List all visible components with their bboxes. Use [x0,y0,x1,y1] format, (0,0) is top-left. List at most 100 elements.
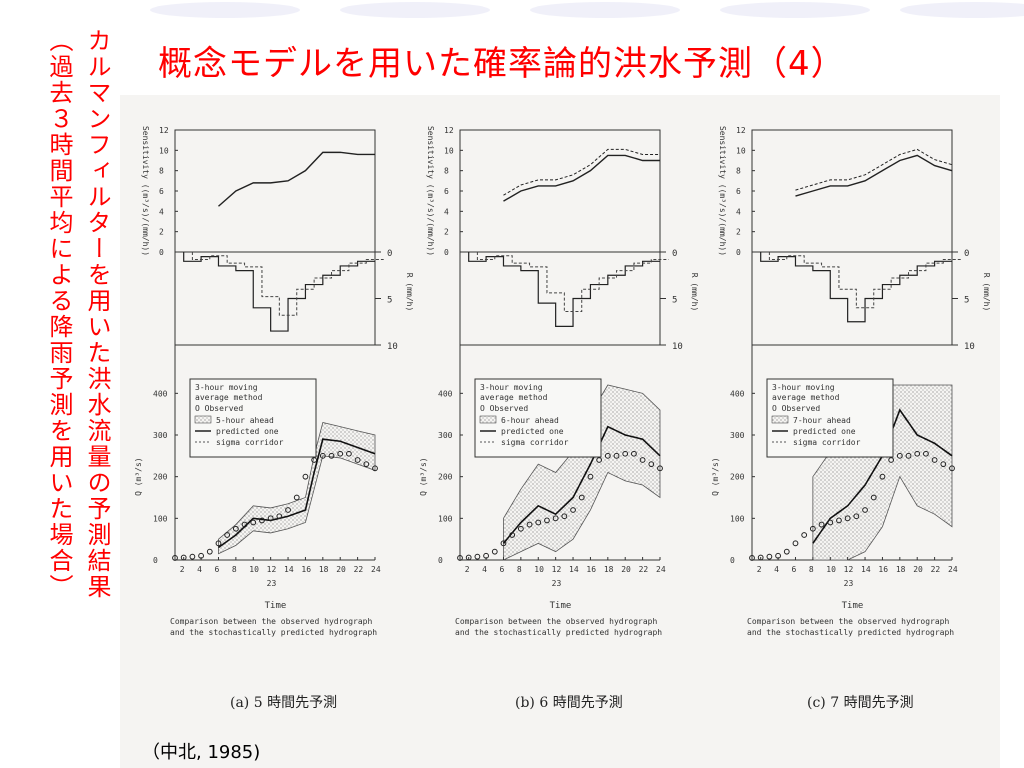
panel-1-sens-tick: 2 [444,228,449,237]
panel-1-caption-line2: and the stochastically predicted hydrogr… [455,628,662,637]
panel-1-x-tick: 14 [569,565,579,574]
panel-2-observed-point [923,450,929,457]
citation: （中北, 1985) [142,742,261,763]
panel-1-discharge-label: Q (m³/s) [419,457,428,496]
panel-0-rainfall-steps [183,252,375,332]
panel-0-observed-point [267,515,274,522]
panel-0-x-tick: 4 [197,565,202,574]
panel-1-observed-point [657,465,663,472]
panel-2-legend-swatch-ahead [771,415,789,424]
panel-1-predicted-line [502,425,661,544]
panel-1-sensitivity-frame [459,129,661,253]
panel-1-date-label: 23 [552,579,562,588]
panel-0-discharge-label: Q (m³/s) [134,457,143,496]
panel-1-observed-point [474,553,481,560]
panel-2-sens-tick: 8 [736,167,741,176]
panel-0-q-tick: 0 [153,556,158,565]
panel-2-discharge-label: Q (m³/s) [711,457,720,496]
panel-0-observed-point [337,450,344,457]
panel-2-observed-point [862,507,868,513]
panel-2-observed-point [801,532,808,538]
panel-0-sens-tick: 4 [159,207,164,216]
panel-1-observed-point [509,532,516,538]
panel-2-legend-sigma: sigma corridor [793,438,861,447]
panel-2-q-tick: 0 [730,556,735,565]
panel-2-observed-point [792,540,799,547]
panel-1-legend-sigma: sigma corridor [501,438,569,447]
panel-2-x-tick: 2 [757,565,762,574]
panel-0-legend-observed: O Observed [195,404,243,413]
panel-1-legend-method1: 3-hour moving [480,383,543,392]
panel-1-x-tick: 8 [517,565,522,574]
panel-2-group: (c) 7 時間先予測 [749,129,961,711]
panel-2-x-tick: 4 [774,565,779,574]
header-decoration [0,0,1024,26]
panel-1-q-tick: 200 [438,473,453,482]
panel-0-legend-swatch-ahead [194,415,212,424]
panel-1-x-tick: 12 [552,565,562,574]
panel-2-observed-point [809,525,816,532]
panel-1-x-tick: 24 [656,565,666,574]
panel-1-legend-method2: average method [480,393,548,402]
panel-1-observed-point [570,507,576,513]
panel-1-observed-point [561,513,568,520]
panel-2-legend-method2: average method [772,393,840,402]
panel-0-legend-method1: 3-hour moving [195,383,258,392]
panel-1-observed-point [613,452,620,459]
panel-1-sigma-corridor [503,384,661,561]
panel-2-q-tick: 200 [730,473,745,482]
panel-1-sens-tick: 6 [444,187,449,196]
panel-0-observed-point [250,519,257,526]
panel-2-date-label: 23 [844,579,854,588]
panel-0-predicted-line [218,438,376,549]
panel-1-sensitivity-line-alt [503,148,660,196]
panel-2-observed-point [879,473,886,480]
panel-0-x-tick: 8 [232,565,237,574]
panel-2-x-tick: 18 [896,565,906,574]
panel-0-rain-tick: 10 [387,342,398,352]
panel-2-observed-point [818,521,825,528]
panel-1-sensitivity-line [503,154,660,202]
panel-2-rain-tick: 5 [964,296,969,306]
panel-0-observed-point [293,494,300,501]
panel-1-observed-point [457,555,463,561]
panel-1-observed-point [596,457,603,463]
panel-1-legend-ahead: 6-hour ahead [501,416,559,425]
slide-title: 概念モデルを用いた確率論的洪水予測（4） [158,44,846,84]
panel-1-caption-line1: Comparison between the observed hydrogra… [455,617,657,626]
panel-0-sens-tick: 6 [159,187,164,196]
panel-2-legend-observed: O Observed [772,404,820,413]
panel-1-legend-swatch-ahead [479,415,497,424]
panel-2-q-tick: 300 [730,431,745,440]
panel-2-observed-point [836,517,842,524]
panel-2-observed-point [844,515,851,522]
panel-0-observed-point [285,507,291,513]
panel-0-x-tick: 24 [371,565,381,574]
panel-2-q-tick: 100 [730,514,745,523]
panel-0-observed-point [372,465,378,472]
panel-2-rain-tick: 10 [964,342,975,352]
panel-1-legend-observed: O Observed [480,404,528,413]
panel-1-observed-point [491,548,498,555]
panel-2-observed-point [940,461,947,468]
panel-0-time-label: Time [265,601,287,611]
panel-0-x-tick: 6 [214,565,219,574]
panel-1-observed-point [517,525,524,532]
panel-2-observed-point [749,555,755,561]
panel-0-rainfall-forecast-steps [191,252,384,316]
panel-1-time-label: Time [550,601,572,611]
panel-1-q-tick: 400 [438,389,453,398]
panel-2-legend-predicted: predicted one [793,427,856,436]
panel-2-x-tick: 12 [844,565,854,574]
panel-2-x-tick: 8 [809,565,814,574]
panel-0-panel-label: (a) 5 時間先予測 [230,695,337,711]
panel-2-sens-tick: 0 [736,248,741,257]
panel-2-observed-point [888,457,895,463]
panel-2-rainfall-forecast-steps [768,252,961,309]
panel-2-x-tick: 6 [791,565,796,574]
panel-0-observed-point [215,540,222,547]
panel-0-sensitivity-line [218,151,375,207]
panel-0-x-tick: 16 [301,565,311,574]
panel-1-sensitivity-label: Sensitivity ((m³/s)/(mm/h)) [426,126,435,256]
